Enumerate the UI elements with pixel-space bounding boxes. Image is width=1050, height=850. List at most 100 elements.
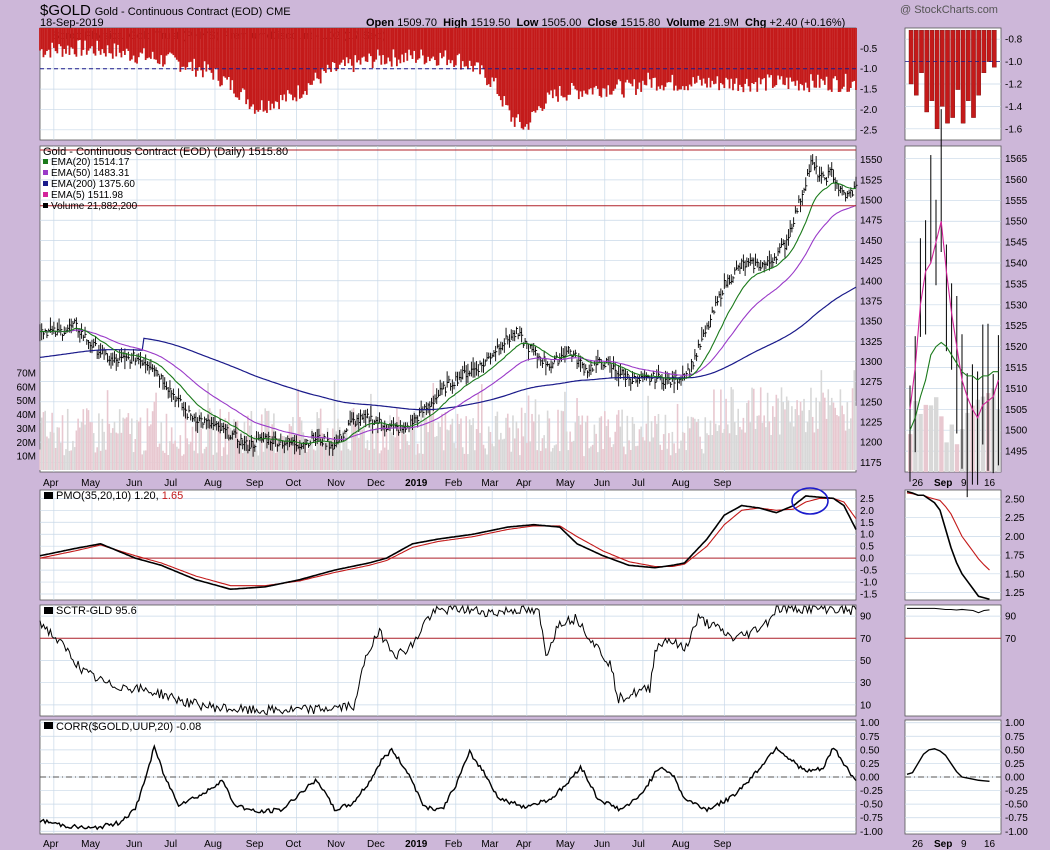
chart-symbol-header: $GOLD Gold - Continuous Contract (EOD) C… xyxy=(40,2,291,19)
volume-bar xyxy=(212,454,215,470)
phys-bar xyxy=(418,28,421,59)
phys-bar xyxy=(434,28,436,61)
phys-side-bar xyxy=(914,30,919,96)
phys-bar xyxy=(110,28,112,54)
phys-bar xyxy=(560,28,563,96)
phys-bar xyxy=(676,28,679,91)
volume-bar xyxy=(458,423,461,470)
volume-bar xyxy=(479,432,481,470)
volume-bar xyxy=(456,413,459,470)
volume-bar xyxy=(352,408,355,470)
phys-bar xyxy=(742,28,745,93)
price-ytick: 1550 xyxy=(860,155,883,166)
corr-xtick: Jun xyxy=(126,839,142,850)
phys-bar xyxy=(699,28,701,80)
phys-bar xyxy=(562,28,565,98)
volume-bar xyxy=(285,440,287,470)
phys-bar xyxy=(648,28,651,80)
legend-entry: EMA(200) 1375.60 xyxy=(51,179,135,190)
volume-bar xyxy=(579,424,582,470)
price-ytick: 1525 xyxy=(860,175,883,186)
pmo-ytick: -1.0 xyxy=(860,578,878,589)
phys-bar xyxy=(725,28,727,78)
phys-bar xyxy=(75,28,78,57)
phys-bar xyxy=(395,28,398,67)
phys-bar xyxy=(460,28,462,70)
volume-bar xyxy=(113,421,116,470)
phys-bar xyxy=(368,28,371,54)
phys-bar xyxy=(92,28,95,54)
volume-bar xyxy=(125,417,128,470)
volume-bar xyxy=(827,389,830,470)
phys-bar xyxy=(212,28,215,80)
phys-bar xyxy=(799,28,802,84)
volume-bar xyxy=(695,421,698,470)
phys-side-bar xyxy=(934,30,940,129)
volume-bar xyxy=(837,416,840,470)
volume-bar xyxy=(680,440,682,470)
volume-bar xyxy=(429,409,431,470)
phys-bar xyxy=(498,28,501,97)
phys-bar xyxy=(49,28,52,58)
phys-side-ytick: -0.8 xyxy=(1005,35,1023,46)
phys-bar xyxy=(380,28,383,65)
phys-bar xyxy=(195,28,197,77)
volume-bar xyxy=(453,443,455,470)
phys-bar xyxy=(576,28,578,91)
pmo-ytick: 1.5 xyxy=(860,518,874,529)
volume-bar xyxy=(545,448,547,470)
volume-bar xyxy=(565,431,568,470)
phys-bar xyxy=(246,28,249,100)
volume-bar xyxy=(531,413,533,470)
phys-bar xyxy=(454,28,457,66)
phys-bar xyxy=(383,28,386,65)
volume-bar xyxy=(567,450,570,470)
phys-bar xyxy=(210,28,213,73)
volume-bar xyxy=(411,417,414,470)
volume-bar xyxy=(489,431,492,470)
phys-bar xyxy=(111,28,114,59)
phys-bar xyxy=(84,28,86,41)
phys-bar xyxy=(366,28,369,63)
phys-bar xyxy=(297,28,300,86)
phys-bar xyxy=(839,28,842,92)
volume-bar xyxy=(586,415,589,470)
phys-bar xyxy=(756,28,759,92)
phys-bar xyxy=(837,28,840,93)
phys-bar xyxy=(626,28,629,80)
volume-bar xyxy=(94,452,97,470)
phys-bar xyxy=(803,28,805,91)
volume-bar xyxy=(808,410,811,470)
phys-bar xyxy=(687,28,689,91)
volume-bar xyxy=(77,418,79,470)
phys-bar xyxy=(134,28,137,63)
volume-bar xyxy=(830,397,833,470)
phys-bar xyxy=(747,28,750,87)
phys-bar xyxy=(830,28,833,92)
phys-bar xyxy=(721,28,724,85)
volume-bar xyxy=(851,388,854,470)
phys-bar xyxy=(600,28,603,98)
volume-bar xyxy=(775,394,778,470)
volume-bar xyxy=(110,432,112,470)
volume-bar xyxy=(399,449,402,470)
volume-bar xyxy=(664,414,667,470)
pmo-side-ytick: 1.25 xyxy=(1005,588,1025,599)
phys-bar xyxy=(169,28,171,53)
volume-bar xyxy=(692,417,694,470)
phys-bar xyxy=(236,28,239,98)
phys-bar xyxy=(739,28,741,85)
sctr-title: SCTR-GLD 95.6 xyxy=(56,605,137,617)
volume-bar xyxy=(425,417,428,470)
corr-xtick: Aug xyxy=(672,839,690,850)
side-xtick: 16 xyxy=(984,478,996,489)
phys-bar xyxy=(260,28,263,101)
phys-side-bar xyxy=(986,30,992,62)
phys-bar xyxy=(40,28,43,50)
phys-bar xyxy=(669,28,672,83)
corr-xtick: Aug xyxy=(204,839,222,850)
phys-bar xyxy=(408,28,410,50)
phys-bar xyxy=(444,28,447,51)
phys-bar xyxy=(385,28,388,64)
volume-bar xyxy=(264,408,267,470)
